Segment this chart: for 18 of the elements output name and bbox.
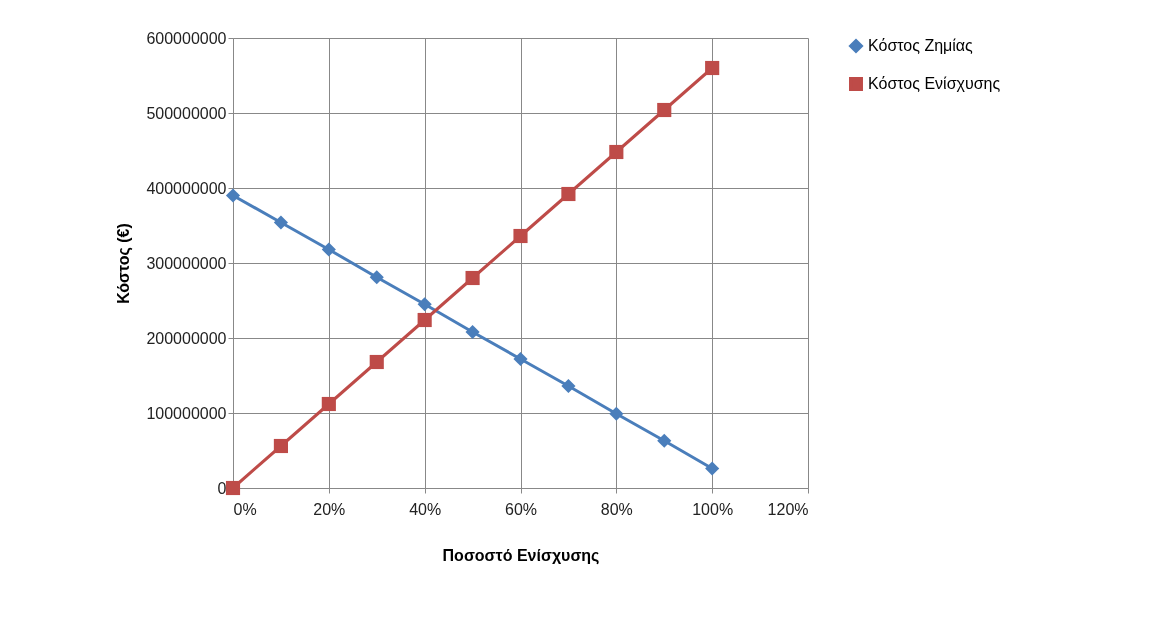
x-tick-label: 40% — [409, 500, 442, 518]
y-tick-label: 100000000 — [146, 404, 227, 422]
x-tick-label: 120% — [767, 500, 809, 518]
x-tick-label: 20% — [313, 500, 346, 518]
y-tick-label: 200000000 — [146, 329, 227, 347]
x-tick-label: 100% — [692, 500, 734, 518]
x-axis-title: Ποσοστό Ενίσχυσης — [442, 546, 600, 565]
y-tick-label: 0 — [217, 479, 227, 497]
x-tick-label: 80% — [600, 500, 633, 518]
x-tick-label: 60% — [504, 500, 538, 518]
legend-label: Κόστος Ενίσχυσης — [868, 75, 1001, 92]
y-tick-label: 600000000 — [146, 29, 227, 47]
x-tick-label: 0% — [233, 500, 257, 518]
y-axis-title: Κόστος (€) — [115, 223, 134, 304]
legend-label: Κόστος Ζημίας — [868, 37, 974, 54]
y-tick-label: 300000000 — [146, 254, 227, 272]
y-tick-label: 400000000 — [146, 179, 227, 197]
y-tick-label: 500000000 — [146, 104, 227, 122]
